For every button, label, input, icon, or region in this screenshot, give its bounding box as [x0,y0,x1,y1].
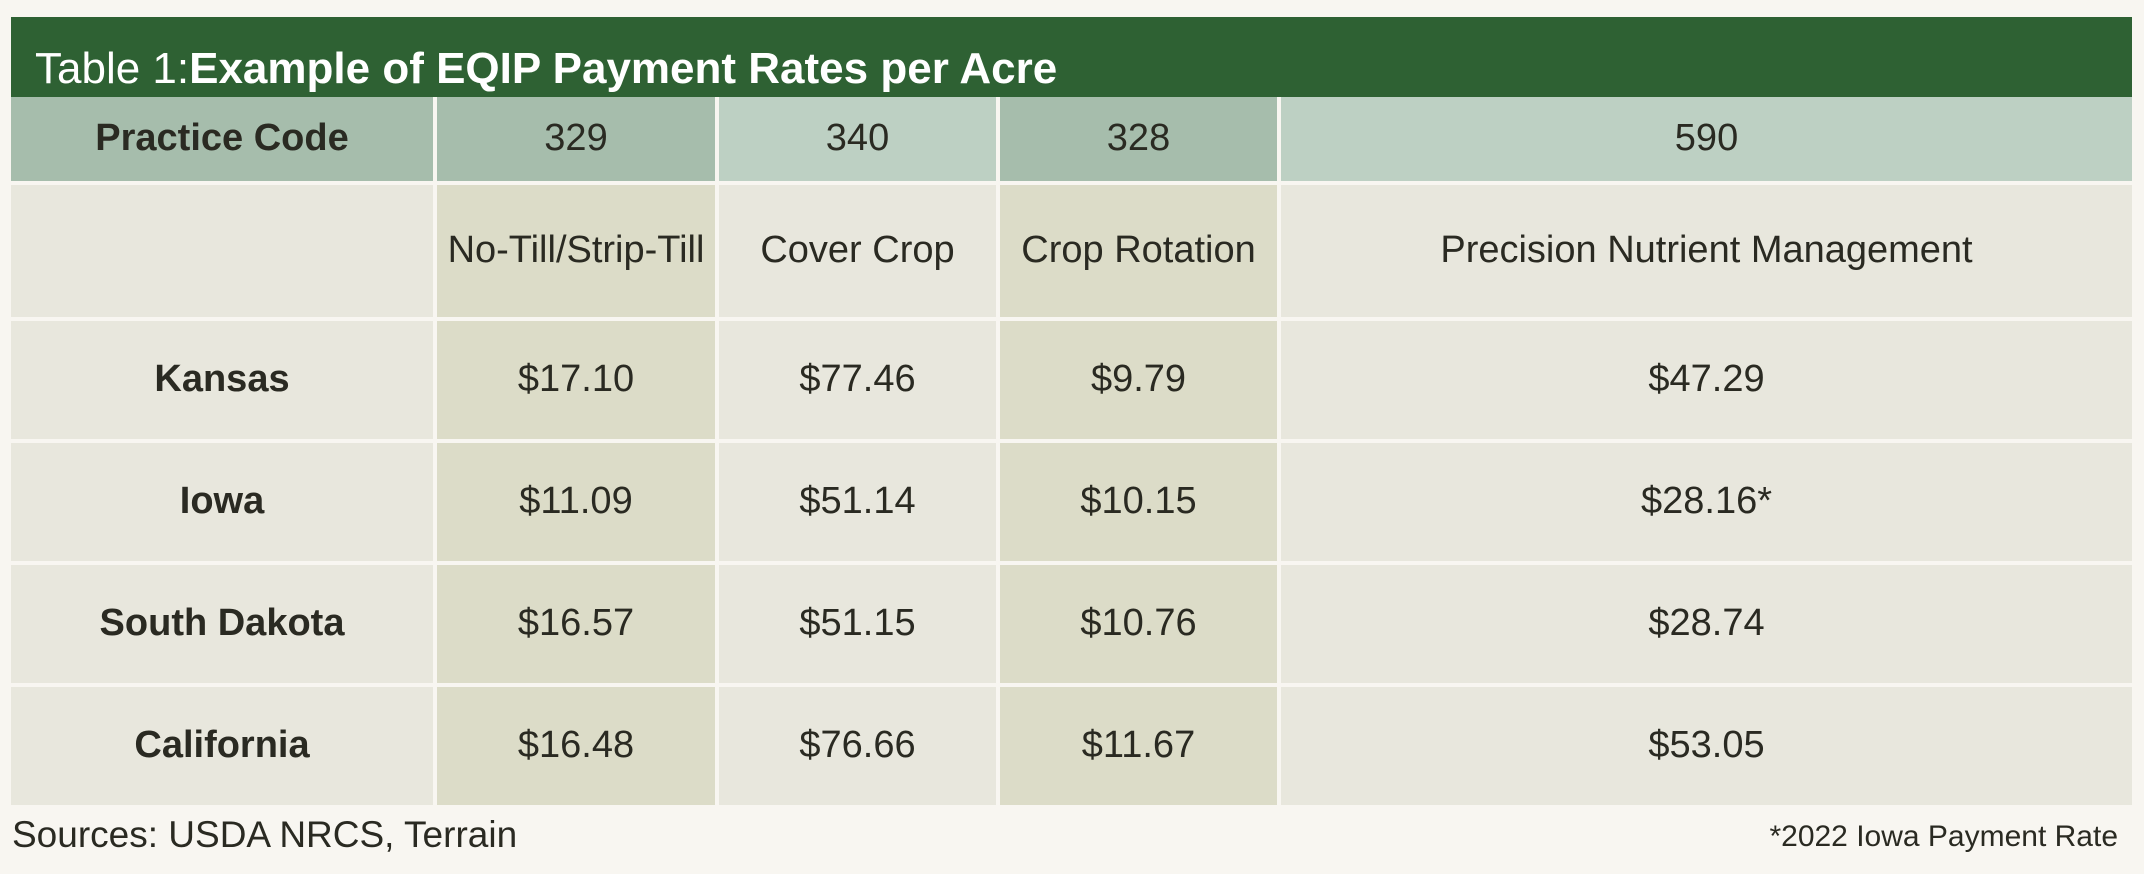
rate-cell: $16.57 [433,561,719,687]
rate-cell: $17.10 [433,317,719,443]
practice-code-row: Practice Code 329 340 328 590 [11,97,2132,185]
rate-cell: $10.15 [996,439,1281,565]
rate-cell: $28.74 [1277,561,2132,687]
rate-cell: $47.29 [1277,317,2132,443]
practice-name-cell: Cover Crop [715,181,1000,321]
state-label: California [11,683,437,805]
practice-code-cell: 590 [1277,97,2132,185]
practice-name-cell: Crop Rotation [996,181,1281,321]
rate-cell: $11.09 [433,439,719,565]
footnote: *2022 Iowa Payment Rate [1769,820,2118,853]
table-title: Example of EQIP Payment Rates per Acre [189,44,1058,93]
rate-cell: $9.79 [996,317,1281,443]
practice-code-cell: 329 [433,97,719,185]
rate-cell: $77.46 [715,317,1000,443]
table-title-bar: Table 1: Example of EQIP Payment Rates p… [11,17,2132,97]
practice-name-row: No-Till/Strip-Till Cover Crop Crop Rotat… [11,181,2132,321]
rate-cell: $76.66 [715,683,1000,805]
table-row: South Dakota $16.57 $51.15 $10.76 $28.74 [11,561,2132,687]
rate-cell: $11.67 [996,683,1281,805]
state-label: Kansas [11,317,437,443]
empty-corner-cell [11,181,437,321]
practice-code-cell: 328 [996,97,1281,185]
table-row: Iowa $11.09 $51.14 $10.15 $28.16* [11,439,2132,565]
practice-code-label: Practice Code [11,97,437,185]
practice-name-cell: Precision Nutrient Management [1277,181,2132,321]
practice-name-cell: No-Till/Strip-Till [433,181,719,321]
rate-cell: $10.76 [996,561,1281,687]
rate-cell: $16.48 [433,683,719,805]
rate-cell: $53.05 [1277,683,2132,805]
table-row: Kansas $17.10 $77.46 $9.79 $47.29 [11,317,2132,443]
rate-cell: $51.14 [715,439,1000,565]
practice-code-cell: 340 [715,97,1000,185]
table-row: California $16.48 $76.66 $11.67 $53.05 [11,683,2132,805]
rate-cell: $28.16* [1277,439,2132,565]
rate-cell: $51.15 [715,561,1000,687]
payment-rates-table: Practice Code 329 340 328 590 No-Till/St… [11,97,2132,805]
state-label: Iowa [11,439,437,565]
state-label: South Dakota [11,561,437,687]
table-title-prefix: Table 1: [35,44,190,93]
sources-note: Sources: USDA NRCS, Terrain [12,814,518,855]
